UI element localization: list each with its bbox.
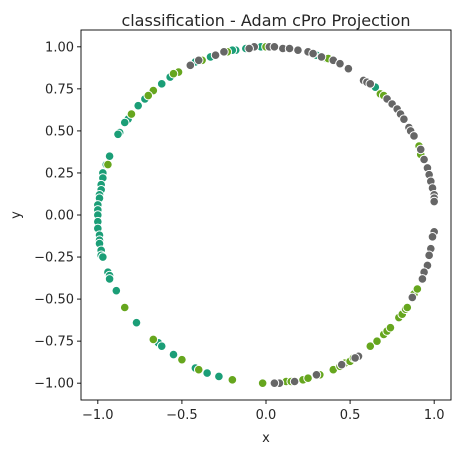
scatter-point	[429, 196, 439, 207]
y-tick-label: 1.00	[45, 40, 74, 55]
scatter-point	[98, 252, 108, 262]
scatter-point	[227, 375, 238, 385]
chart-title: classification - Adam cPro Projection	[121, 11, 410, 30]
scatter-point	[210, 50, 221, 61]
x-ticks: −1.0 −0.5 0.0 0.5 1.0	[82, 400, 445, 423]
y-tick-label: 0.75	[45, 82, 74, 97]
x-tick-label: −0.5	[166, 408, 198, 423]
scatter-point	[415, 144, 426, 155]
scatter-point	[193, 364, 204, 375]
scatter-point	[417, 274, 428, 284]
scatter-point	[269, 378, 280, 388]
scatter-point	[336, 359, 347, 370]
scatter-point	[308, 48, 318, 59]
scatter-point	[131, 317, 142, 328]
scatter-point	[343, 63, 354, 74]
scatter-point	[156, 341, 167, 351]
scatter-point	[104, 151, 115, 161]
scatter-point	[143, 90, 154, 101]
x-tick-label: 0.0	[256, 408, 277, 423]
scatter-point	[412, 284, 423, 294]
x-tick-label: −1.0	[82, 408, 114, 423]
scatter-point	[335, 58, 345, 69]
y-tick-label: 0.25	[45, 166, 74, 181]
scatter-point	[372, 336, 382, 346]
x-axis-label: x	[262, 431, 270, 446]
plot-frame	[80, 29, 452, 401]
scatter-point	[419, 154, 429, 165]
scatter-point	[399, 114, 409, 124]
scatter-point	[402, 302, 413, 313]
scatter-point	[119, 117, 130, 128]
scatter-point	[177, 354, 187, 365]
scatter-point	[119, 302, 130, 313]
scatter-point	[257, 378, 268, 388]
scatter-point	[316, 52, 327, 62]
scatter-point	[427, 232, 438, 242]
x-tick-label: 0.5	[340, 408, 361, 423]
scatter-point	[168, 349, 179, 360]
scatter-point	[385, 322, 396, 333]
scatter-point	[424, 250, 434, 261]
scatter-point	[168, 68, 179, 79]
y-tick-label: −0.25	[34, 251, 74, 266]
scatter-point	[293, 45, 303, 55]
scatter-point	[202, 368, 212, 378]
scatter-point	[365, 79, 376, 89]
scatter-point	[126, 109, 137, 119]
x-tick-label: 1.0	[424, 408, 445, 423]
scatter-point	[303, 373, 313, 383]
scatter-point	[104, 274, 115, 284]
scatter-point	[133, 100, 143, 111]
scatter-point	[103, 159, 113, 170]
scatter-point	[365, 341, 376, 351]
y-ticks: 1.00 0.75 0.50 0.25 0.00 −0.25 −0.50 −0.75 −1.00	[34, 40, 81, 392]
scatter-point	[284, 43, 295, 54]
scatter-point	[185, 60, 196, 71]
scatter-point	[409, 131, 419, 141]
y-tick-label: −1.00	[34, 377, 74, 392]
scatter-point	[350, 353, 360, 363]
scatter-point	[244, 43, 254, 54]
scatter-point	[219, 47, 229, 57]
y-tick-label: 0.50	[45, 124, 74, 139]
scatter-point	[269, 42, 280, 52]
y-axis-label: y	[9, 211, 24, 219]
scatter-point	[289, 376, 300, 387]
scatter-point	[113, 129, 123, 140]
scatter-point	[156, 79, 167, 89]
scatter-point	[311, 369, 322, 380]
y-tick-label: 0.00	[45, 209, 74, 224]
y-tick-label: −0.75	[34, 335, 74, 350]
scatter-point	[148, 334, 159, 345]
y-tick-label: −0.50	[34, 293, 74, 308]
points-layer	[93, 42, 439, 388]
scatter-point	[111, 285, 122, 296]
scatter-point	[193, 55, 204, 66]
scatter-point	[407, 292, 418, 303]
scatter-point	[214, 371, 224, 382]
